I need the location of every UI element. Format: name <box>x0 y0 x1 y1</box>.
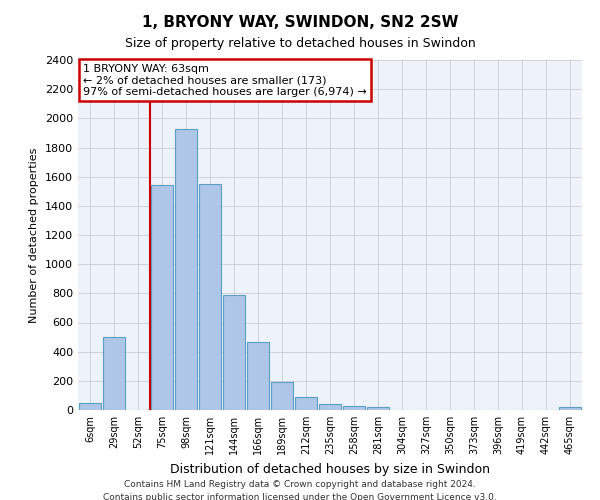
Text: Contains public sector information licensed under the Open Government Licence v3: Contains public sector information licen… <box>103 492 497 500</box>
Bar <box>223 295 245 410</box>
Text: Size of property relative to detached houses in Swindon: Size of property relative to detached ho… <box>125 38 475 51</box>
Bar <box>271 382 293 410</box>
Text: Contains HM Land Registry data © Crown copyright and database right 2024.: Contains HM Land Registry data © Crown c… <box>124 480 476 489</box>
Bar <box>247 342 269 410</box>
Bar <box>175 128 197 410</box>
Bar <box>559 407 581 410</box>
Bar <box>103 337 125 410</box>
Bar <box>367 407 389 410</box>
Text: 1, BRYONY WAY, SWINDON, SN2 2SW: 1, BRYONY WAY, SWINDON, SN2 2SW <box>142 15 458 30</box>
Bar <box>295 397 317 410</box>
Y-axis label: Number of detached properties: Number of detached properties <box>29 148 40 322</box>
Bar <box>319 404 341 410</box>
Bar <box>151 186 173 410</box>
Bar <box>79 402 101 410</box>
Bar <box>199 184 221 410</box>
Text: 1 BRYONY WAY: 63sqm
← 2% of detached houses are smaller (173)
97% of semi-detach: 1 BRYONY WAY: 63sqm ← 2% of detached hou… <box>83 64 367 96</box>
Bar <box>343 406 365 410</box>
X-axis label: Distribution of detached houses by size in Swindon: Distribution of detached houses by size … <box>170 462 490 475</box>
